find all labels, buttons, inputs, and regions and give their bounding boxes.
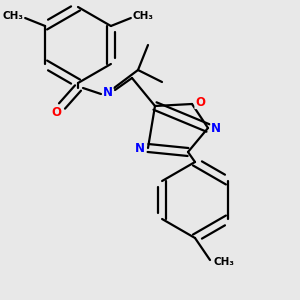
Text: O: O bbox=[51, 106, 61, 118]
Text: CH₃: CH₃ bbox=[132, 11, 153, 21]
Text: N: N bbox=[211, 122, 221, 134]
Text: N: N bbox=[135, 142, 145, 154]
Text: CH₃: CH₃ bbox=[214, 257, 235, 267]
Text: N: N bbox=[103, 85, 113, 98]
Text: O: O bbox=[195, 95, 205, 109]
Text: CH₃: CH₃ bbox=[3, 11, 24, 21]
